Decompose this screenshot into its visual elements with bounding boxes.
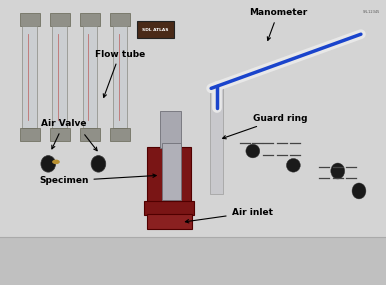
Ellipse shape [331,163,345,179]
Ellipse shape [352,183,366,199]
Bar [80,13,100,26]
Bar [147,147,191,202]
Ellipse shape [246,144,260,158]
Bar [83,26,97,128]
Bar [110,128,130,141]
Ellipse shape [52,160,60,164]
Bar [20,13,40,26]
Ellipse shape [91,156,106,172]
Bar [110,13,130,26]
Bar [160,111,181,148]
Text: SN-12345: SN-12345 [363,10,380,14]
Bar [20,128,40,141]
Bar [80,128,100,141]
Bar [52,26,67,128]
Bar [113,26,127,128]
Bar [210,86,223,194]
Bar [137,21,174,38]
Text: Specimen: Specimen [39,174,156,186]
Bar [50,13,70,26]
Text: SDL ATLAS: SDL ATLAS [142,28,169,32]
Bar [144,201,194,215]
Bar [147,214,192,229]
Bar [50,128,70,141]
Text: Air Valve: Air Valve [41,119,86,149]
Bar [0,237,386,285]
Ellipse shape [41,156,56,172]
Text: Air inlet: Air inlet [185,208,273,223]
Ellipse shape [286,158,300,172]
Text: Manometer: Manometer [249,8,307,40]
Bar [22,26,37,128]
Text: Guard ring: Guard ring [223,114,307,139]
Bar [162,142,181,200]
Text: Flow tube: Flow tube [95,50,145,97]
